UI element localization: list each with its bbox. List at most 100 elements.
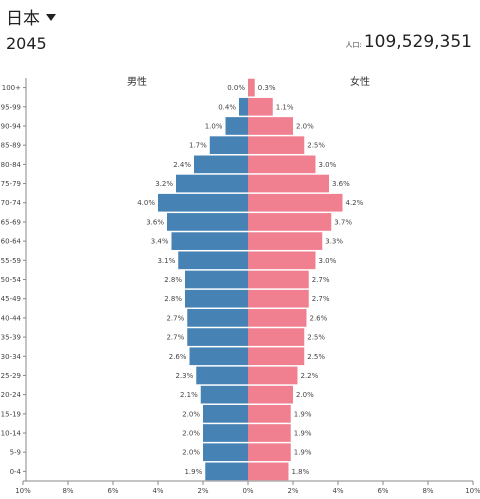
y-tick-label: 40-44 [1,314,22,322]
female-value-label: 4.2% [346,199,364,207]
female-value-label: 3.0% [319,257,337,265]
male-bar [205,462,248,481]
male-value-label: 4.0% [137,199,155,207]
male-bar [209,136,248,155]
female-header: 女性 [350,75,370,88]
female-value-label: 1.9% [294,430,312,438]
x-tick-label: 10% [465,487,480,495]
female-value-label: 3.7% [334,218,352,226]
female-value-label: 2.7% [312,295,330,303]
male-bar [239,97,248,116]
population-label: 人口: [345,41,362,49]
male-bar [203,404,248,423]
female-value-label: 2.7% [312,276,330,284]
female-value-label: 2.0% [296,122,314,130]
male-value-label: 1.7% [189,142,207,150]
y-tick-label: 95-99 [1,103,21,111]
male-value-label: 2.1% [180,391,198,399]
y-tick-label: 100+ [2,84,21,92]
x-tick-label: 2% [197,487,208,495]
female-bar [248,155,316,174]
female-value-label: 2.2% [301,372,319,380]
x-tick-label: 8% [62,487,73,495]
male-value-label: 3.6% [146,218,164,226]
y-tick-label: 45-49 [1,295,21,303]
population-display: 人口: 109,529,351 [345,32,472,52]
male-value-label: 2.7% [166,314,184,322]
female-value-label: 1.8% [292,468,310,476]
male-value-label: 1.9% [184,468,202,476]
female-bar [248,404,291,423]
y-tick-label: 90-94 [1,122,22,130]
female-bar [248,174,329,193]
female-value-label: 3.6% [332,180,350,188]
male-bar [200,385,248,404]
female-bar [248,443,291,462]
male-value-label: 2.4% [173,161,191,169]
female-value-label: 2.6% [310,314,328,322]
y-tick-label: 65-69 [1,218,21,226]
male-header: 男性 [127,75,147,88]
female-value-label: 2.5% [307,142,325,150]
chevron-down-icon [46,14,56,21]
y-tick-label: 85-89 [1,142,21,150]
y-tick-label: 20-24 [1,391,22,399]
male-value-label: 1.0% [205,122,223,130]
female-bar [248,462,289,481]
y-tick-label: 60-64 [1,238,22,246]
male-value-label: 2.8% [164,295,182,303]
female-value-label: 2.0% [296,391,314,399]
y-tick-label: 75-79 [1,180,21,188]
female-value-label: 0.3% [258,84,276,92]
male-bar [187,328,248,346]
male-value-label: 2.3% [175,372,193,380]
male-value-label: 3.1% [157,257,175,265]
male-value-label: 3.2% [155,180,173,188]
y-tick-label: 25-29 [1,372,21,380]
male-bar [178,251,248,270]
female-value-label: 2.5% [307,353,325,361]
x-tick-label: 0% [242,487,253,495]
male-bar [196,366,248,385]
y-tick-label: 10-14 [1,430,22,438]
female-bar [248,424,291,442]
female-bar [248,136,305,155]
male-bar [194,155,248,174]
y-tick-label: 50-54 [1,276,22,284]
y-tick-label: 80-84 [1,161,22,169]
y-tick-label: 5-9 [10,449,21,457]
male-value-label: 2.0% [182,449,200,457]
female-bar [248,251,316,270]
male-bar [225,117,248,135]
y-tick-label: 55-59 [1,257,21,265]
female-bar [248,270,309,289]
female-bar [248,309,307,327]
x-tick-label: 10% [15,487,31,495]
y-tick-label: 35-39 [1,334,21,342]
female-bar [248,366,298,385]
male-bar [203,443,248,462]
female-value-label: 1.9% [294,410,312,418]
male-bar [158,193,248,212]
male-bar [176,174,248,193]
male-value-label: 2.0% [182,430,200,438]
male-value-label: 0.4% [218,103,236,111]
x-tick-label: 8% [422,487,433,495]
female-bar [248,289,309,308]
y-tick-label: 30-34 [1,353,22,361]
female-bar [248,232,323,250]
female-bar [248,97,273,116]
year-display: 2045 [6,34,47,53]
female-bar [248,347,305,366]
male-bar [185,270,248,289]
male-value-label: 2.6% [169,353,187,361]
male-value-label: 0.0% [227,84,245,92]
x-tick-label: 4% [152,487,163,495]
x-tick-label: 2% [287,487,298,495]
x-tick-label: 4% [332,487,343,495]
male-value-label: 2.7% [166,334,184,342]
female-bar [248,117,293,135]
male-bar [167,213,248,231]
country-selector[interactable]: 日本 [6,4,56,29]
